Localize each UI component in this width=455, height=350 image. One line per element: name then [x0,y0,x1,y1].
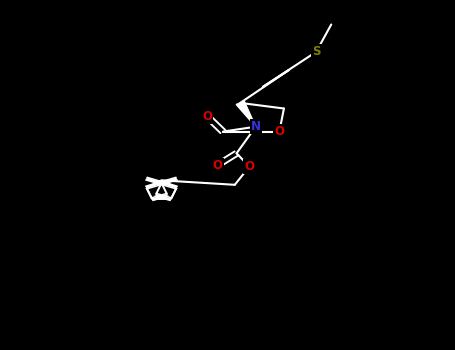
Text: N: N [251,120,261,133]
Text: S: S [312,45,320,58]
Text: O: O [202,110,212,123]
Text: O: O [212,159,222,172]
Text: O: O [244,160,254,173]
Polygon shape [236,102,256,127]
Text: O: O [274,125,284,138]
